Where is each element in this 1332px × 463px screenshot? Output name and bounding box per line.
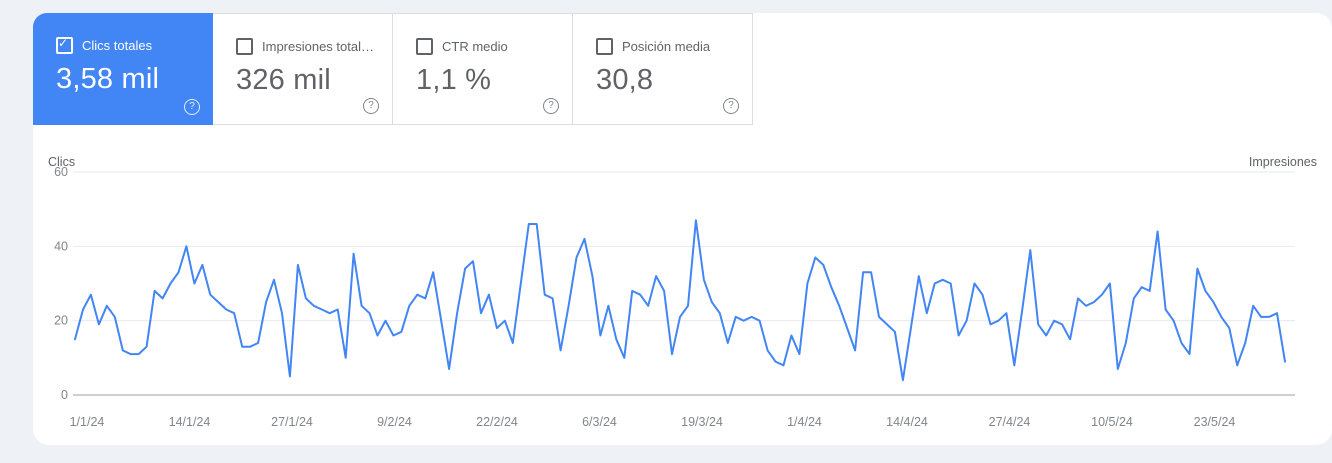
help-icon[interactable]: ? xyxy=(543,98,559,114)
metric-tile-total-impressions[interactable]: ✓ Impresiones total… 326 mil ? xyxy=(213,13,393,125)
metric-tiles-row: ✓ Clics totales 3,58 mil ? ✓ Impresiones… xyxy=(33,13,753,125)
x-tick-label: 6/3/24 xyxy=(582,415,617,429)
y-tick-label: 40 xyxy=(54,239,68,253)
clicks-checkbox[interactable]: ✓ xyxy=(56,36,73,54)
metric-tile-avg-position[interactable]: ✓ Posición media 30,8 ? xyxy=(573,13,753,125)
x-tick-label: 19/3/24 xyxy=(681,415,723,429)
tile-label: Impresiones total… xyxy=(262,39,374,54)
help-icon[interactable]: ? xyxy=(723,98,739,114)
right-axis-title: Impresiones xyxy=(1249,155,1317,169)
checkmark-icon: ✓ xyxy=(58,36,69,50)
clicks-series-line[interactable] xyxy=(74,219,1286,382)
x-tick-label: 23/5/24 xyxy=(1194,415,1236,429)
metric-tile-total-clicks[interactable]: ✓ Clics totales 3,58 mil ? xyxy=(33,13,213,125)
help-icon[interactable]: ? xyxy=(363,98,379,114)
ctr-checkbox[interactable]: ✓ xyxy=(416,38,433,55)
metric-tile-avg-ctr[interactable]: ✓ CTR medio 1,1 % ? xyxy=(393,13,573,125)
tile-label: CTR medio xyxy=(442,39,508,54)
x-tick-label: 14/1/24 xyxy=(169,415,211,429)
y-tick-label: 60 xyxy=(54,165,68,179)
x-tick-label: 9/2/24 xyxy=(377,415,412,429)
performance-chart-svg[interactable]: 60 40 20 0 Clics Impresiones 1/1/24 14/1/24 27/1… xyxy=(33,140,1332,458)
performance-card: ✓ Clics totales 3,58 mil ? ✓ Impresiones… xyxy=(33,13,1332,445)
tile-value: 30,8 xyxy=(596,64,654,96)
tile-value: 1,1 % xyxy=(416,64,492,96)
tile-value: 326 mil xyxy=(236,64,331,96)
performance-chart[interactable]: 60 40 20 0 Clics Impresiones 1/1/24 14/1/24 27/1… xyxy=(33,140,1332,445)
impressions-checkbox[interactable]: ✓ xyxy=(236,38,253,55)
x-tick-label: 22/2/24 xyxy=(476,415,518,429)
tile-label: Clics totales xyxy=(82,38,153,53)
x-tick-label: 14/4/24 xyxy=(886,415,928,429)
position-checkbox[interactable]: ✓ xyxy=(596,38,613,55)
left-axis-title: Clics xyxy=(48,155,75,169)
x-tick-label: 1/1/24 xyxy=(70,415,105,429)
x-tick-label: 27/4/24 xyxy=(989,415,1031,429)
y-tick-label: 20 xyxy=(54,314,68,328)
x-tick-label: 10/5/24 xyxy=(1091,415,1133,429)
help-icon[interactable]: ? xyxy=(184,99,200,115)
tile-label: Posición media xyxy=(622,39,711,54)
x-tick-label: 27/1/24 xyxy=(271,415,313,429)
tile-value: 3,58 mil xyxy=(56,63,160,95)
y-tick-label: 0 xyxy=(61,388,68,402)
x-tick-label: 1/4/24 xyxy=(787,415,822,429)
